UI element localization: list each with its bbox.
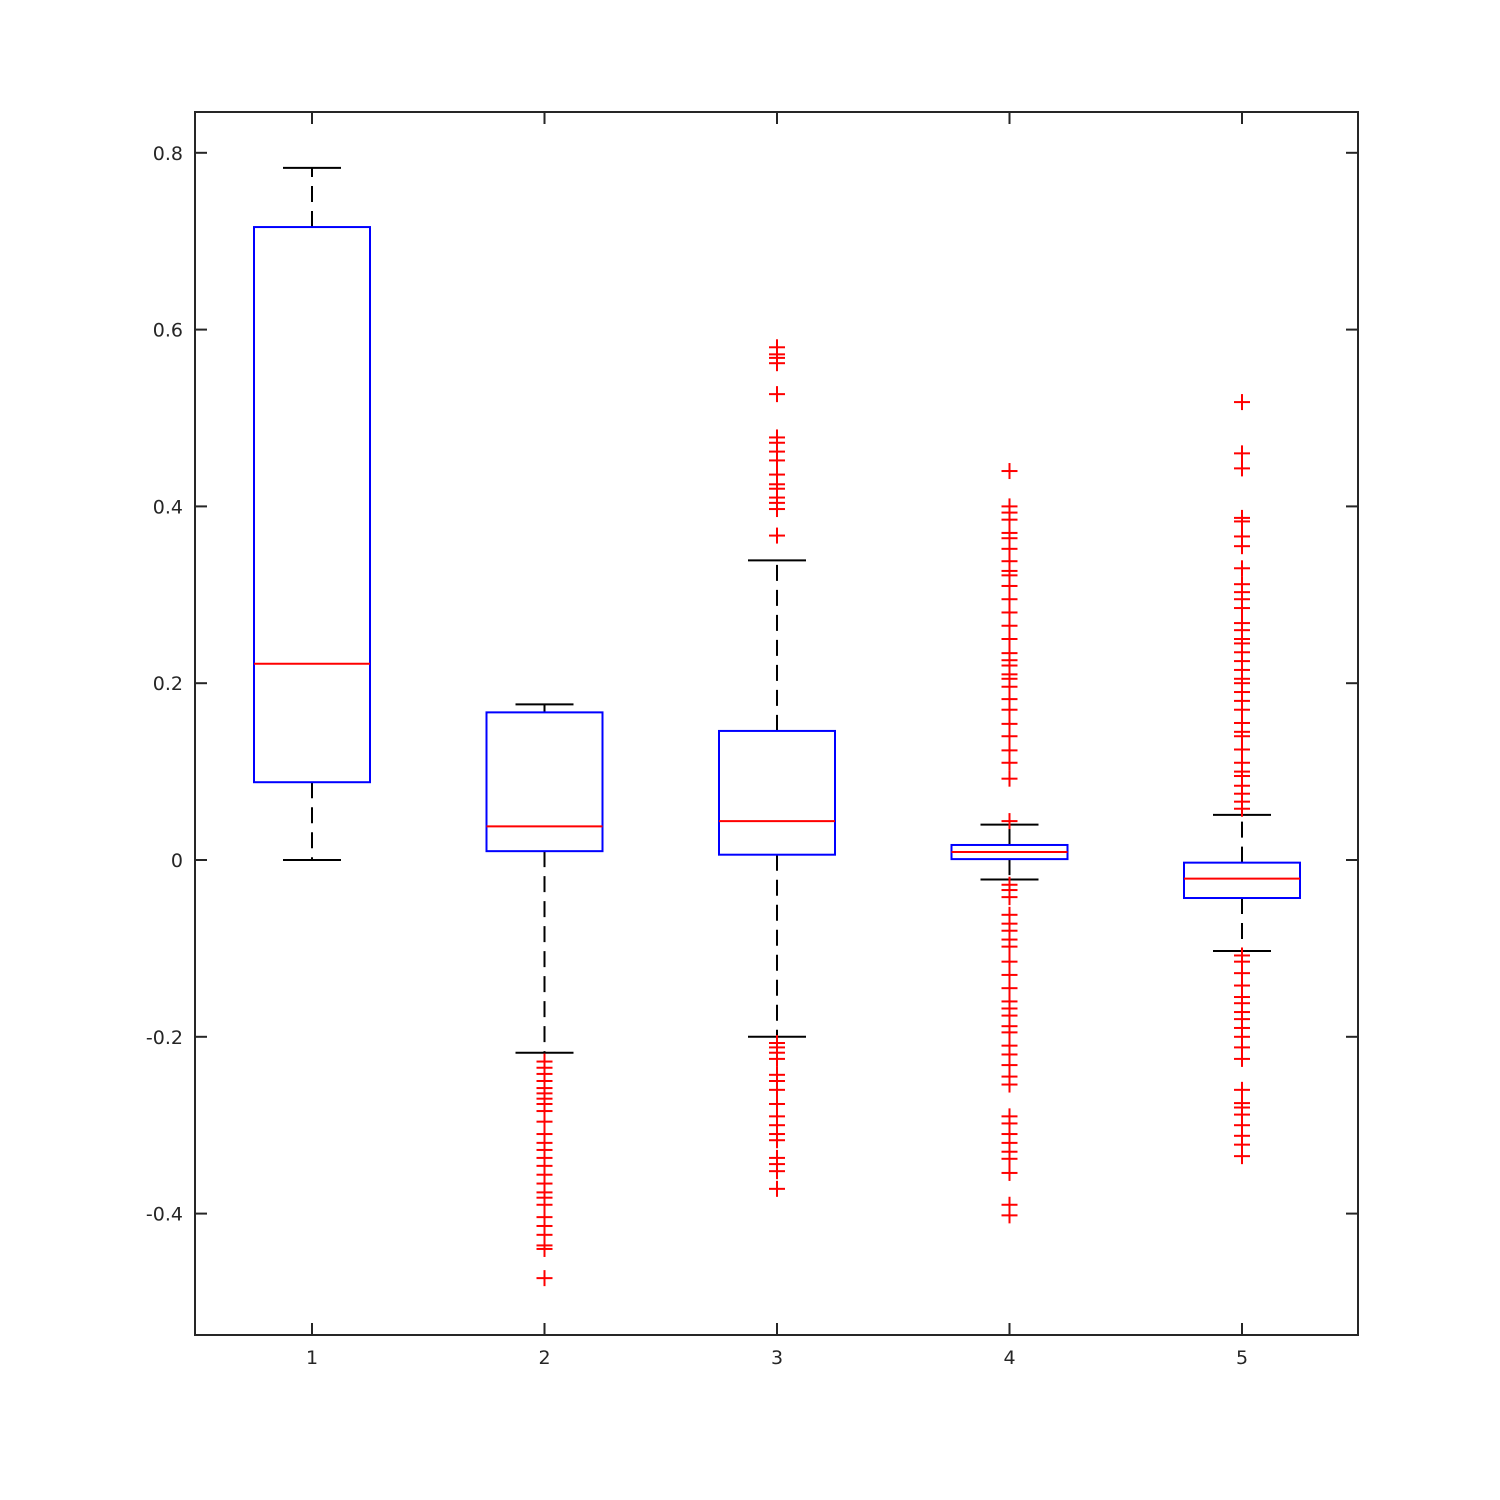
y-tick-label: 0 (171, 850, 183, 872)
y-tick-label: 0.4 (153, 496, 183, 518)
outlier-marker (769, 1132, 785, 1149)
box-group-5 (1183, 394, 1301, 1165)
outlier-marker (1234, 576, 1250, 593)
outlier-marker (1001, 742, 1018, 759)
outlier-marker (1001, 938, 1018, 955)
outlier-marker (536, 1240, 553, 1257)
outlier-marker (1234, 394, 1250, 411)
y-tick-label: 0.6 (153, 320, 183, 342)
outlier-marker (769, 466, 785, 483)
outlier-marker (1234, 528, 1250, 545)
box-group-4 (950, 463, 1069, 1224)
box-group-3 (718, 339, 836, 1197)
box-iqr (485, 711, 604, 853)
outlier-marker (1001, 463, 1018, 480)
plot-frame (194, 111, 1359, 1336)
outlier-marker (769, 527, 785, 544)
outlier-marker (1001, 498, 1018, 515)
outlier-marker (1234, 445, 1250, 462)
x-tick-label: 1 (306, 1347, 318, 1369)
outlier-marker (1001, 1207, 1018, 1224)
x-tick-label: 2 (538, 1347, 550, 1369)
x-tick-label: 3 (771, 1347, 783, 1369)
outlier-marker (536, 1270, 553, 1287)
outlier-marker (1001, 645, 1018, 662)
outlier-marker (769, 1163, 785, 1180)
outlier-marker (1234, 1050, 1250, 1067)
outlier-marker (1001, 889, 1018, 906)
box-group-1 (253, 166, 371, 861)
outlier-marker (769, 1081, 785, 1098)
outlier-marker (1001, 1150, 1018, 1167)
x-tick-label: 4 (1003, 1347, 1015, 1369)
outlier-marker (769, 1050, 785, 1067)
box-iqr (718, 729, 836, 856)
outlier-marker (1001, 715, 1018, 732)
outlier-marker (1001, 770, 1018, 787)
outlier-marker (769, 339, 785, 356)
outlier-marker (769, 386, 785, 403)
y-tick-label: 0.8 (153, 143, 183, 165)
outlier-marker (769, 429, 785, 446)
y-tick-label: -0.2 (146, 1027, 183, 1049)
outlier-marker (1001, 813, 1018, 830)
outlier-marker (1234, 460, 1250, 477)
outlier-marker (1234, 1148, 1250, 1165)
box-iqr (253, 226, 371, 784)
outlier-marker (769, 1180, 785, 1197)
x-tick-label: 5 (1236, 1347, 1248, 1369)
outlier-marker (1234, 615, 1250, 632)
outlier-marker (1001, 1076, 1018, 1093)
ticks-layer: -0.4 -0.2 0 0.2 0.4 0.6 0.8 1 2 3 4 5 (146, 112, 1358, 1369)
y-tick-label: 0.2 (153, 673, 183, 695)
box-iqr (1183, 861, 1301, 900)
boxes-layer (253, 166, 1301, 1287)
outlier-marker (1001, 1164, 1018, 1181)
box-group-2 (485, 703, 604, 1287)
outlier-marker (1234, 560, 1250, 577)
outlier-marker (1234, 509, 1250, 526)
y-tick-label: -0.4 (146, 1204, 183, 1226)
